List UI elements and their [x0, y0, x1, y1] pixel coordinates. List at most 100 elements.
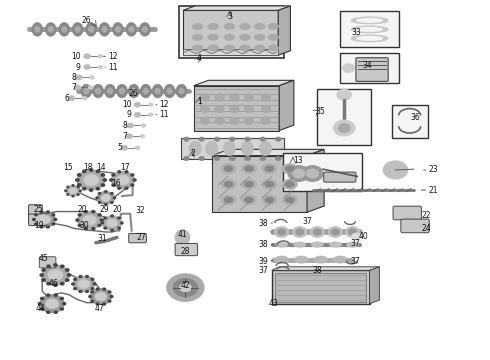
Circle shape: [86, 275, 88, 278]
Circle shape: [74, 288, 76, 289]
Circle shape: [61, 265, 64, 267]
Ellipse shape: [357, 19, 382, 22]
Ellipse shape: [86, 23, 97, 36]
Circle shape: [83, 188, 86, 190]
Text: 26: 26: [129, 89, 138, 98]
Text: 8: 8: [122, 121, 127, 130]
Ellipse shape: [99, 23, 110, 36]
Ellipse shape: [126, 23, 137, 36]
Text: 13: 13: [293, 156, 302, 165]
Circle shape: [47, 294, 49, 296]
Circle shape: [135, 146, 140, 149]
Circle shape: [96, 288, 99, 290]
Circle shape: [75, 75, 82, 80]
Circle shape: [278, 229, 286, 235]
Circle shape: [179, 283, 191, 292]
Circle shape: [77, 211, 102, 229]
Text: 33: 33: [351, 28, 361, 37]
Ellipse shape: [261, 117, 271, 125]
Text: 37: 37: [303, 217, 313, 226]
Circle shape: [331, 229, 339, 235]
Ellipse shape: [241, 164, 257, 174]
Ellipse shape: [215, 94, 224, 102]
Circle shape: [90, 189, 93, 191]
Ellipse shape: [46, 23, 56, 36]
Circle shape: [98, 202, 100, 203]
Circle shape: [97, 192, 115, 204]
Text: 23: 23: [428, 166, 438, 175]
Polygon shape: [279, 80, 294, 131]
Circle shape: [78, 224, 81, 226]
Ellipse shape: [117, 84, 127, 98]
Text: 3: 3: [228, 12, 233, 21]
Circle shape: [73, 276, 95, 292]
Circle shape: [314, 229, 321, 235]
Circle shape: [118, 217, 120, 219]
Circle shape: [82, 96, 87, 100]
Ellipse shape: [357, 28, 382, 31]
Ellipse shape: [244, 117, 254, 125]
Circle shape: [40, 226, 43, 228]
Text: 12: 12: [108, 52, 118, 61]
Circle shape: [91, 300, 94, 302]
Circle shape: [101, 222, 103, 224]
Polygon shape: [272, 270, 369, 304]
FancyBboxPatch shape: [393, 206, 421, 220]
Circle shape: [351, 233, 361, 240]
Circle shape: [78, 280, 90, 288]
Circle shape: [111, 171, 135, 189]
Circle shape: [72, 283, 74, 285]
Circle shape: [33, 219, 35, 220]
Text: 22: 22: [422, 211, 431, 220]
Bar: [340, 53, 399, 83]
Ellipse shape: [140, 23, 150, 36]
Ellipse shape: [229, 117, 239, 125]
Text: 6: 6: [64, 94, 69, 103]
Text: 9: 9: [75, 63, 80, 72]
Circle shape: [173, 279, 197, 297]
Circle shape: [296, 229, 304, 235]
Ellipse shape: [192, 34, 203, 41]
Ellipse shape: [200, 117, 210, 125]
Circle shape: [260, 137, 266, 141]
Ellipse shape: [245, 197, 253, 203]
Ellipse shape: [176, 84, 187, 98]
Circle shape: [40, 295, 64, 313]
FancyBboxPatch shape: [324, 172, 356, 182]
Circle shape: [275, 156, 281, 161]
Circle shape: [260, 156, 266, 161]
Bar: [194, 86, 279, 131]
Circle shape: [245, 156, 250, 161]
Text: 10: 10: [122, 100, 132, 109]
Ellipse shape: [179, 88, 184, 94]
Circle shape: [121, 222, 123, 224]
Ellipse shape: [351, 35, 388, 41]
Circle shape: [112, 174, 115, 176]
Circle shape: [65, 190, 67, 192]
Ellipse shape: [265, 181, 274, 187]
Ellipse shape: [241, 195, 257, 205]
Ellipse shape: [189, 141, 201, 156]
Circle shape: [93, 283, 96, 285]
Ellipse shape: [73, 23, 83, 36]
Ellipse shape: [261, 94, 271, 102]
Circle shape: [63, 303, 66, 305]
Ellipse shape: [120, 88, 124, 94]
Text: 4: 4: [197, 54, 202, 63]
Circle shape: [66, 279, 69, 281]
Text: 37: 37: [350, 257, 360, 266]
Ellipse shape: [200, 94, 210, 102]
Circle shape: [40, 211, 43, 213]
Ellipse shape: [245, 166, 253, 172]
Bar: [183, 49, 278, 55]
Ellipse shape: [262, 195, 277, 205]
Text: 10: 10: [71, 52, 80, 61]
Circle shape: [86, 291, 88, 292]
Circle shape: [74, 85, 81, 90]
Ellipse shape: [268, 34, 279, 41]
Circle shape: [104, 227, 106, 229]
Ellipse shape: [275, 242, 288, 247]
Circle shape: [103, 303, 105, 305]
Text: 34: 34: [362, 61, 372, 70]
Ellipse shape: [105, 84, 116, 98]
